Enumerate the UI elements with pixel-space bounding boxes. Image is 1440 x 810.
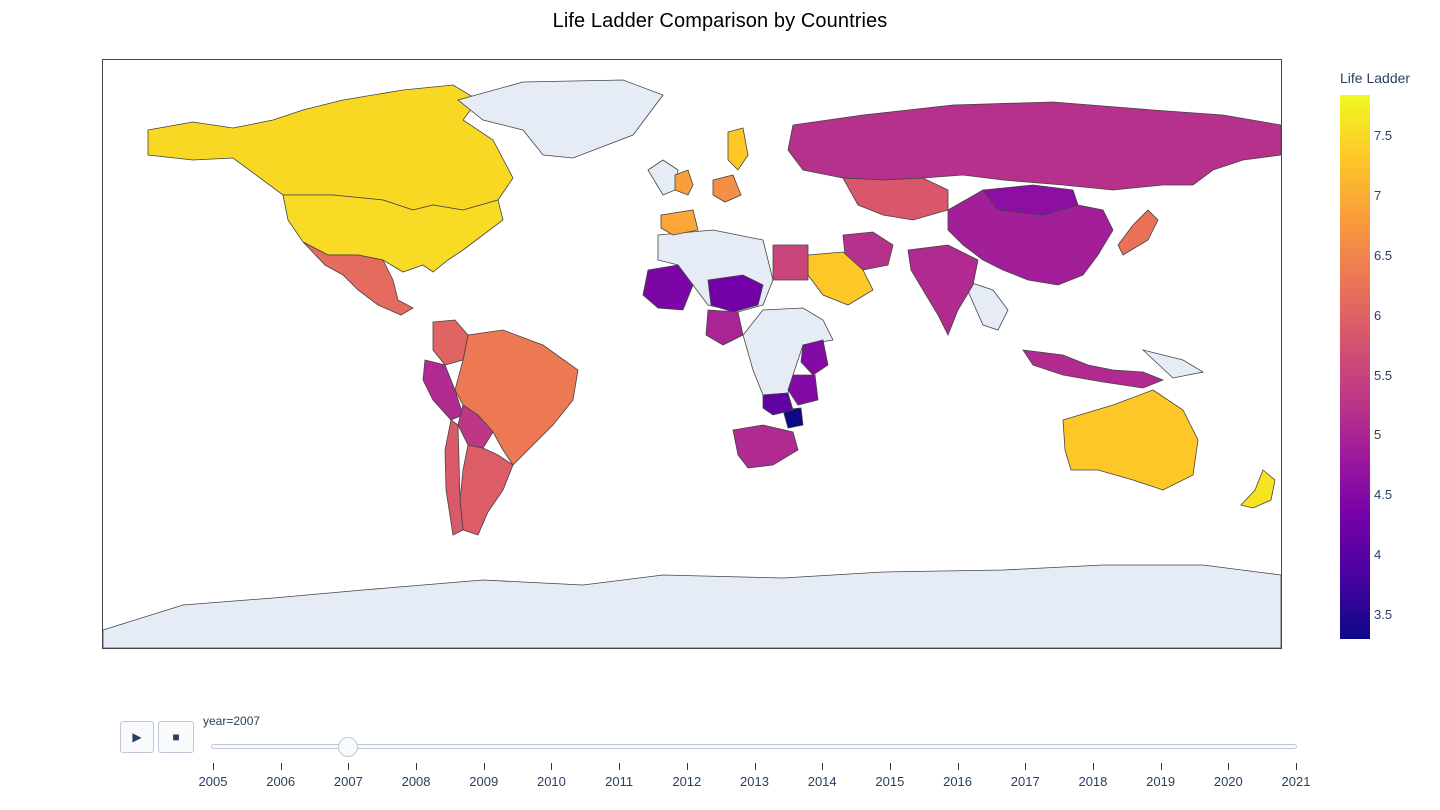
region-mali[interactable]: Mali <box>642 264 694 311</box>
region-greenland[interactable]: Greenland <box>457 79 664 159</box>
slider-year-label[interactable]: 2014 <box>807 774 837 789</box>
slider-tick <box>619 763 621 770</box>
region-sweden[interactable]: Sweden <box>727 127 749 171</box>
region-australia[interactable]: Australia <box>1062 389 1199 491</box>
region-argentina[interactable]: Argentina <box>459 444 514 536</box>
slider-year-label[interactable]: 2013 <box>740 774 769 789</box>
slider-tick <box>1296 763 1297 770</box>
play-button[interactable]: ▶ <box>120 721 154 753</box>
slider-year-label[interactable]: 2019 <box>1146 774 1176 789</box>
region-egypt[interactable]: Egypt <box>772 244 809 281</box>
region-united-kingdom[interactable]: United Kingdom <box>674 169 694 196</box>
region-colombia[interactable]: Colombia <box>432 319 469 366</box>
slider-tick <box>1092 763 1094 770</box>
slider-tick <box>1228 763 1230 770</box>
region-new-zealand[interactable]: New Zealand <box>1240 469 1276 509</box>
colorbar-tick-label: 7.5 <box>1374 128 1393 143</box>
colorbar-tick-label: 5 <box>1374 427 1382 442</box>
choropleth-map[interactable]: CanadaUnited StatesMexicoBrazilArgentina… <box>102 59 1282 649</box>
slider-year-label[interactable]: 2015 <box>875 774 905 789</box>
region-kazakhstan[interactable]: Kazakhstan <box>842 177 949 221</box>
region-germany[interactable]: Germany <box>712 174 742 203</box>
region-spain[interactable]: Spain <box>660 209 699 236</box>
region-no-data <box>647 159 679 196</box>
colorbar-tick-label: 3.5 <box>1374 607 1393 622</box>
slider-tick <box>213 763 214 770</box>
slider-tick <box>483 763 485 770</box>
slider-tick <box>957 763 959 770</box>
colorbar-title: Life Ladder <box>1340 70 1411 86</box>
slider-year-label[interactable]: 2005 <box>198 774 228 789</box>
region-canada[interactable]: Canada <box>147 84 514 211</box>
region-peru[interactable]: Peru <box>422 359 464 421</box>
slider-tick <box>348 763 350 770</box>
slider-tick <box>822 763 824 770</box>
slider-year-label[interactable]: 2007 <box>333 774 363 789</box>
region-india[interactable]: India <box>907 244 979 336</box>
play-icon: ▶ <box>132 730 142 744</box>
slider-year-label[interactable]: 2012 <box>672 774 702 789</box>
slider-tick <box>551 763 553 770</box>
slider-year-label[interactable]: 2021 <box>1281 774 1311 789</box>
slider-year-label[interactable]: 2006 <box>266 774 296 789</box>
slider-year-label[interactable]: 2018 <box>1078 774 1108 789</box>
region-south-africa[interactable]: South Africa <box>732 424 799 469</box>
slider-year-label[interactable]: 2020 <box>1213 774 1243 789</box>
year-slider-knob[interactable] <box>338 737 359 757</box>
slider-tick <box>1025 763 1027 770</box>
region-japan[interactable]: Japan <box>1117 209 1159 256</box>
region-zimbabwe[interactable]: Zimbabwe <box>782 407 804 429</box>
region-tanzania[interactable]: Tanzania <box>787 374 819 406</box>
stop-icon: ■ <box>172 730 180 744</box>
slider-tick <box>416 763 418 770</box>
region-niger[interactable]: Niger <box>707 274 764 313</box>
slider-tick <box>686 763 688 770</box>
region-saudi-arabia[interactable]: Saudi Arabia <box>807 251 874 306</box>
slider-tick <box>1160 763 1162 770</box>
region-zambia[interactable]: Zambia <box>762 392 794 416</box>
region-mexico[interactable]: Mexico <box>302 241 414 316</box>
slider-year-label[interactable]: 2016 <box>943 774 973 789</box>
region-indonesia[interactable]: Indonesia <box>1022 349 1165 389</box>
slider-year-label[interactable]: 2009 <box>469 774 499 789</box>
slider-tick <box>889 763 891 770</box>
colorbar-tick-label: 4 <box>1374 547 1382 562</box>
colorbar <box>1340 95 1370 639</box>
colorbar-tick-label: 6.5 <box>1374 248 1393 263</box>
year-slider-rail[interactable] <box>211 744 1297 749</box>
colorbar-tick-label: 5.5 <box>1374 368 1393 383</box>
slider-current-label: year=2007 <box>203 714 261 728</box>
region-no-data <box>1141 349 1205 379</box>
region-antarctica[interactable]: Antarctica <box>103 564 1281 648</box>
region-no-data <box>962 279 1009 331</box>
region-chile[interactable]: Chile <box>444 419 464 536</box>
region-mongolia[interactable]: Mongolia <box>982 184 1079 216</box>
region-russia[interactable]: Russia <box>787 101 1281 191</box>
slider-year-label[interactable]: 2017 <box>1010 774 1040 789</box>
colorbar-tick-label: 6 <box>1374 308 1382 323</box>
slider-year-label[interactable]: 2008 <box>401 774 431 789</box>
chart-title: Life Ladder Comparison by Countries <box>552 10 888 32</box>
region-nigeria[interactable]: Nigeria <box>705 309 744 346</box>
slider-tick <box>280 763 282 770</box>
region-kenya[interactable]: Kenya <box>800 339 829 376</box>
slider-year-label[interactable]: 2011 <box>605 774 634 789</box>
region-bolivia[interactable]: Bolivia <box>457 404 494 449</box>
colorbar-tick-label: 4.5 <box>1374 487 1393 502</box>
slider-tick <box>754 763 756 770</box>
colorbar-tick-label: 7 <box>1374 188 1382 203</box>
slider-year-label[interactable]: 2010 <box>536 774 566 789</box>
stop-button[interactable]: ■ <box>158 721 194 753</box>
